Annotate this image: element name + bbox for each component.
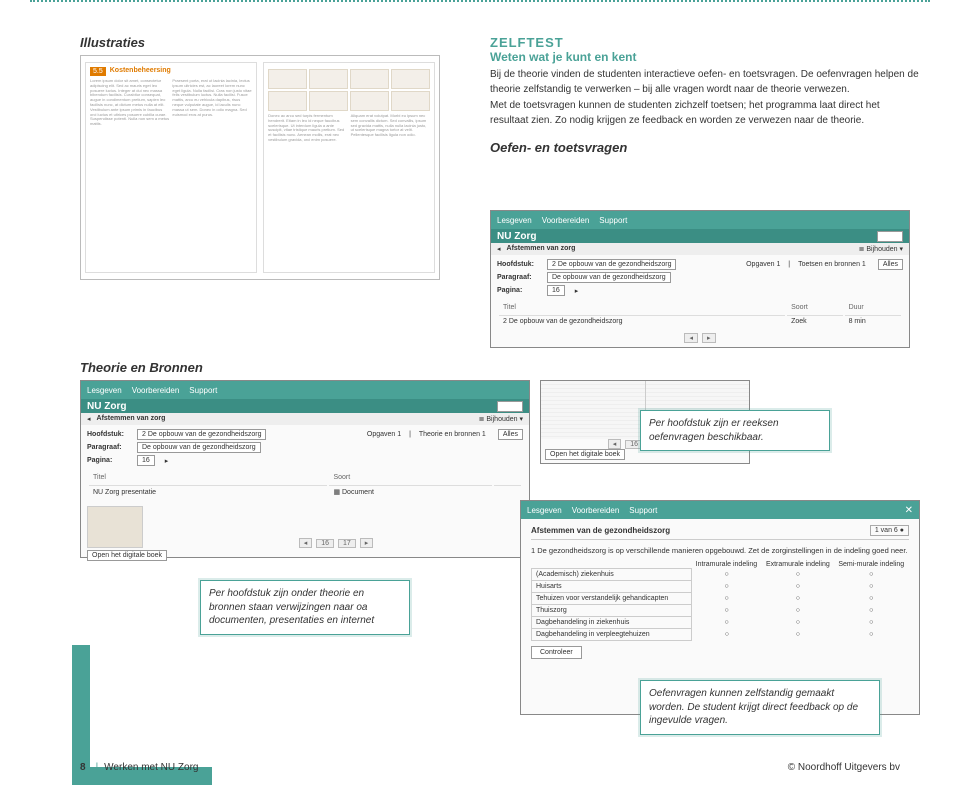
callout-feedback: Oefenvragen kunnen zelfstandig gemaakt w… <box>640 680 880 735</box>
illustration-grid <box>268 69 430 111</box>
quiz-row[interactable]: Tehuizen voor verstandelijk gehandicapte… <box>532 592 909 604</box>
table-row[interactable]: NU Zorg presentatie▦ Document <box>89 485 521 498</box>
select-paragraaf[interactable]: De opbouw van de gezondheidszorg <box>137 442 261 453</box>
tab-voorbereiden[interactable]: Voorbereiden <box>572 506 620 515</box>
tab-toetsen[interactable]: Toetsen en bronnen 1 <box>798 261 866 268</box>
table-row[interactable]: 2 De opbouw van de gezondheidszorgZoek8 … <box>499 315 901 327</box>
tab-theorie-bronnen[interactable]: Theorie en bronnen 1 <box>419 431 486 438</box>
quiz-row[interactable]: Huisarts○○○ <box>532 580 909 592</box>
search-box[interactable]: Zoek <box>877 231 903 242</box>
content-table: TitelSoortDuur 2 De opbouw van de gezond… <box>497 300 903 329</box>
open-boek-button[interactable]: Open het digitale boek <box>545 449 625 460</box>
label-hoofdstuk: Hoofdstuk: <box>87 431 131 438</box>
heading-oefen: Oefen- en toetsvragen <box>490 140 920 155</box>
heading-illustraties: Illustraties <box>80 35 440 50</box>
section-title: Kostenbeheersing <box>110 67 171 74</box>
tab-lesgeven[interactable]: Lesgeven <box>87 386 122 395</box>
page-footer-right: © Noordhoff Uitgevers bv <box>788 762 900 773</box>
select-pagina[interactable]: 16 <box>547 285 565 296</box>
breadcrumb: Afstemmen van zorg <box>97 415 166 423</box>
tab-voorbereiden[interactable]: Voorbereiden <box>542 216 590 225</box>
pager-prev[interactable]: ◂ <box>299 538 313 548</box>
quiz-row[interactable]: Thuiszorg○○○ <box>532 604 909 616</box>
bijhouden-label: Bijhouden <box>866 246 897 253</box>
tab-opgaven[interactable]: Opgaven 1 <box>367 431 401 438</box>
close-icon[interactable]: ✕ <box>905 505 913 516</box>
subheading-weten: Weten wat je kunt en kent <box>490 50 920 64</box>
controleer-button[interactable]: Controleer <box>531 646 582 659</box>
search-box[interactable]: Zoek <box>497 401 523 412</box>
quiz-header: Afstemmen van de gezondheidszorg <box>531 526 670 535</box>
quiz-row[interactable]: Dagbehandeling in ziekenhuis○○○ <box>532 616 909 628</box>
breadcrumb: Afstemmen van zorg <box>507 245 576 253</box>
body-p2: Met de toetsvragen kunnen de studenten z… <box>490 99 920 128</box>
select-paragraaf[interactable]: De opbouw van de gezondheidszorg <box>547 272 671 283</box>
brand-logo: NU Zorg <box>87 401 126 412</box>
select-hoofdstuk[interactable]: 2 De opbouw van de gezondheidszorg <box>137 429 266 440</box>
tab-opgaven[interactable]: Opgaven 1 <box>746 261 780 268</box>
quiz-row[interactable]: Dagbehandeling in verpleegtehuizen○○○ <box>532 628 909 640</box>
book-page-left <box>541 381 646 439</box>
label-hoofdstuk: Hoofdstuk: <box>497 261 541 268</box>
tab-voorbereiden[interactable]: Voorbereiden <box>132 386 180 395</box>
callout-reeksen: Per hoofdstuk zijn er reeksen oefenvrage… <box>640 410 830 451</box>
quiz-row[interactable]: (Academisch) ziekenhuis○○○ <box>532 568 909 580</box>
tab-lesgeven[interactable]: Lesgeven <box>497 216 532 225</box>
filter-alles[interactable]: Alles <box>498 429 523 440</box>
label-paragraaf: Paragraaf: <box>87 444 131 451</box>
quiz-grid: Intramurale indelingExtramurale indeling… <box>531 561 909 641</box>
screenshot-theorie: Lesgeven Voorbereiden Support NU Zorg Zo… <box>80 380 530 558</box>
select-pagina[interactable]: 16 <box>137 455 155 466</box>
tab-support[interactable]: Support <box>189 386 217 395</box>
body-p1: Bij de theorie vinden de studenten inter… <box>490 68 920 97</box>
pager-next[interactable]: ▸ <box>360 538 374 548</box>
filter-alles[interactable]: Alles <box>878 259 903 270</box>
heading-theorie: Theorie en Bronnen <box>80 360 203 375</box>
open-boek-button[interactable]: Open het digitale boek <box>87 550 167 561</box>
page-top-rule <box>30 0 930 4</box>
brand-logo: NU Zorg <box>497 231 536 242</box>
tab-support[interactable]: Support <box>629 506 657 515</box>
label-paragraaf: Paragraaf: <box>497 274 541 281</box>
heading-zelftest: ZELFTEST <box>490 35 920 50</box>
tab-support[interactable]: Support <box>599 216 627 225</box>
pager-next[interactable]: ▸ <box>702 333 716 343</box>
content-table: TitelSoort NU Zorg presentatie▦ Document <box>87 470 523 500</box>
quiz-counter: 1 van 6 ● <box>870 525 909 536</box>
tab-lesgeven[interactable]: Lesgeven <box>527 506 562 515</box>
page-footer-left: 8|Werken met NU Zorg <box>80 762 198 773</box>
textbook-spread-mock: 5.5 Kostenbeheersing Lorem ipsum dolor s… <box>80 55 440 280</box>
section-number: 5.5 <box>90 67 106 76</box>
label-pagina: Pagina: <box>87 457 131 464</box>
select-hoofdstuk[interactable]: 2 De opbouw van de gezondheidszorg <box>547 259 676 270</box>
callout-bronnen: Per hoofdstuk zijn onder theorie en bron… <box>200 580 410 635</box>
quiz-question: 1 De gezondheidszorg is op verschillende… <box>531 546 909 555</box>
screenshot-oefen: Lesgeven Voorbereiden Support NU Zorg Zo… <box>490 210 910 348</box>
pager-prev[interactable]: ◂ <box>684 333 698 343</box>
thumbnail <box>87 506 143 548</box>
bijhouden-label: Bijhouden <box>486 416 517 423</box>
label-pagina: Pagina: <box>497 287 541 294</box>
